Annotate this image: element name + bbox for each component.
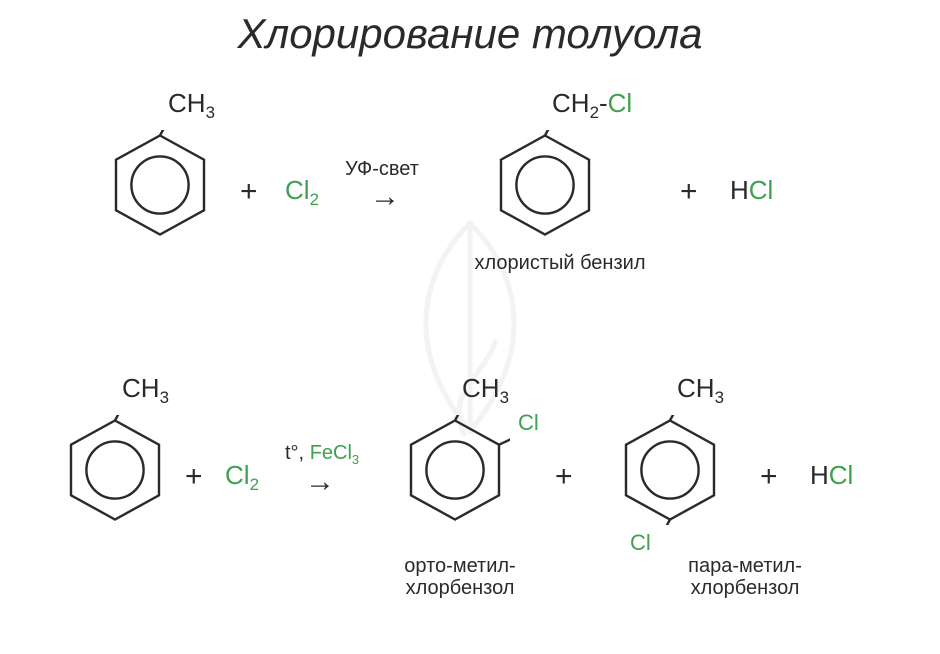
r2-ch: CH xyxy=(122,373,160,403)
r2-co-l2: хлорбензол xyxy=(406,577,515,599)
r2-ortho-cl: Cl xyxy=(518,410,539,436)
r2-hcl-cl: Cl xyxy=(829,460,854,490)
r1-arrow: → xyxy=(370,180,400,214)
r1-toluene-ch3: CH3 xyxy=(168,88,215,123)
r2-cp-l1: пара-метил- xyxy=(688,555,802,577)
r2-ortho-ch3: CH3 xyxy=(462,373,509,408)
r2-plus3: + xyxy=(760,460,778,494)
r2-plus1: + xyxy=(185,460,203,494)
r1-cl2: Cl2 xyxy=(285,175,319,210)
r2-condition: t°, FeCl3 xyxy=(285,442,359,467)
page-title: Хлорирование толуола xyxy=(0,10,940,58)
r2-cl2: Cl2 xyxy=(225,460,259,495)
r1-hcl-h: H xyxy=(730,175,749,205)
r1-caption: хлористый бензил xyxy=(460,252,660,274)
r2-caption-ortho: орто-метил- хлорбензол xyxy=(370,555,550,599)
r2-arrow: → xyxy=(305,465,335,499)
r1-ch: CH xyxy=(168,88,206,118)
r1-toluene-ring xyxy=(105,130,215,240)
r2-caption-para: пара-метил- хлорбензол xyxy=(655,555,835,599)
r2-para-ring xyxy=(615,415,725,525)
r2-co-l1: орто-метил- xyxy=(404,555,515,577)
r1-p-dash: - xyxy=(599,88,608,118)
r2-para-ch3: CH3 xyxy=(677,373,724,408)
r2-cond-fecl: FeCl xyxy=(310,442,352,464)
r2-cond-sub: 3 xyxy=(352,452,359,467)
r1-ch-sub: 3 xyxy=(206,103,215,122)
r2-para-cl: Cl xyxy=(630,530,651,556)
r2-cl2-sub: 2 xyxy=(250,475,259,494)
r1-p-ch-sub: 2 xyxy=(590,103,599,122)
r1-cl2-cl: Cl xyxy=(285,175,310,205)
r2-plus2: + xyxy=(555,460,573,494)
r2-p-ch: CH xyxy=(677,373,715,403)
r2-cl2-cl: Cl xyxy=(225,460,250,490)
r1-condition: УФ-свет xyxy=(345,158,419,181)
r2-toluene-ch3: CH3 xyxy=(122,373,169,408)
r1-product-ring xyxy=(490,130,600,240)
r2-ch-sub: 3 xyxy=(160,388,169,407)
r2-o-ch: CH xyxy=(462,373,500,403)
r1-hcl: HCl xyxy=(730,175,773,206)
r1-p-ch: CH xyxy=(552,88,590,118)
r2-ortho-ring xyxy=(400,415,510,525)
r2-o-ch-sub: 3 xyxy=(500,388,509,407)
r1-hcl-cl: Cl xyxy=(749,175,774,205)
r2-hcl: HCl xyxy=(810,460,853,491)
r1-cl2-sub: 2 xyxy=(310,190,319,209)
r2-cond-t: t°, xyxy=(285,442,304,464)
r2-p-ch-sub: 3 xyxy=(715,388,724,407)
r1-product-sub: CH2-Cl xyxy=(552,88,632,123)
r2-hcl-h: H xyxy=(810,460,829,490)
r2-cp-l2: хлорбензол xyxy=(691,577,800,599)
r1-p-cl: Cl xyxy=(608,88,633,118)
r1-plus2: + xyxy=(680,175,698,209)
r1-plus1: + xyxy=(240,175,258,209)
r2-toluene-ring xyxy=(60,415,170,525)
